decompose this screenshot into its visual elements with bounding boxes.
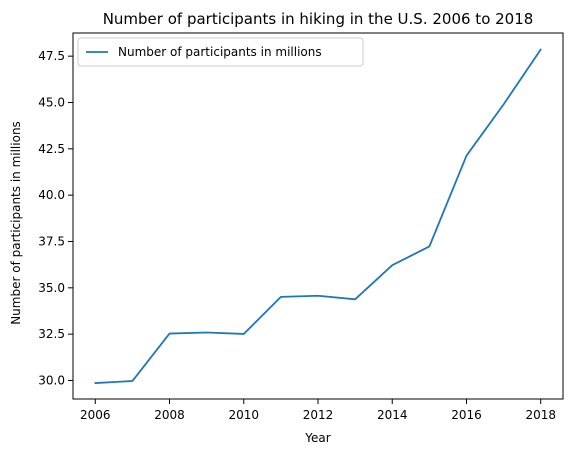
data-point — [465, 154, 468, 157]
plot-area: 2006 2008 2010 2012 2014 2016 2018 30.0 32.5 35.0… — [38, 32, 564, 422]
data-point — [391, 264, 394, 267]
y-tick-label: 30.0 — [38, 373, 65, 387]
data-point — [279, 295, 282, 298]
y-tick-label: 42.5 — [38, 142, 65, 156]
x-axis-label: Year — [304, 431, 330, 445]
legend-series-label: Number of participants in millions — [118, 45, 322, 59]
data-point — [131, 380, 134, 383]
series-line-0 — [94, 48, 542, 384]
y-tick-label: 32.5 — [38, 327, 65, 341]
legend-box — [77, 37, 364, 67]
data-point — [94, 382, 97, 385]
data-point — [539, 48, 542, 51]
x-tick-label: 2014 — [377, 408, 408, 422]
data-point — [168, 332, 171, 335]
y-tick-label: 35.0 — [38, 281, 65, 295]
y-tick-label: 40.0 — [38, 188, 65, 202]
data-point — [205, 331, 208, 334]
chart-title: Number of participants in hiking in the … — [103, 10, 534, 28]
y-tick-label: 45.0 — [38, 95, 65, 109]
data-point — [242, 332, 245, 335]
legend: Number of participants in millions — [77, 37, 364, 67]
y-axis-label: Number of participants in millions — [9, 121, 23, 325]
y-tick-label: 47.5 — [38, 49, 65, 63]
x-tick-label: 2010 — [228, 408, 259, 422]
x-tick-label: 2006 — [80, 408, 111, 422]
x-tick-label: 2012 — [303, 408, 334, 422]
y-tick-label: 37.5 — [38, 234, 65, 248]
x-tick-label: 2008 — [154, 408, 185, 422]
x-tick-label: 2018 — [525, 408, 556, 422]
data-point — [502, 103, 505, 106]
x-tick-label: 2016 — [451, 408, 482, 422]
plot-frame — [72, 32, 564, 400]
data-point — [317, 294, 320, 297]
data-point — [354, 298, 357, 301]
data-point — [428, 245, 431, 248]
